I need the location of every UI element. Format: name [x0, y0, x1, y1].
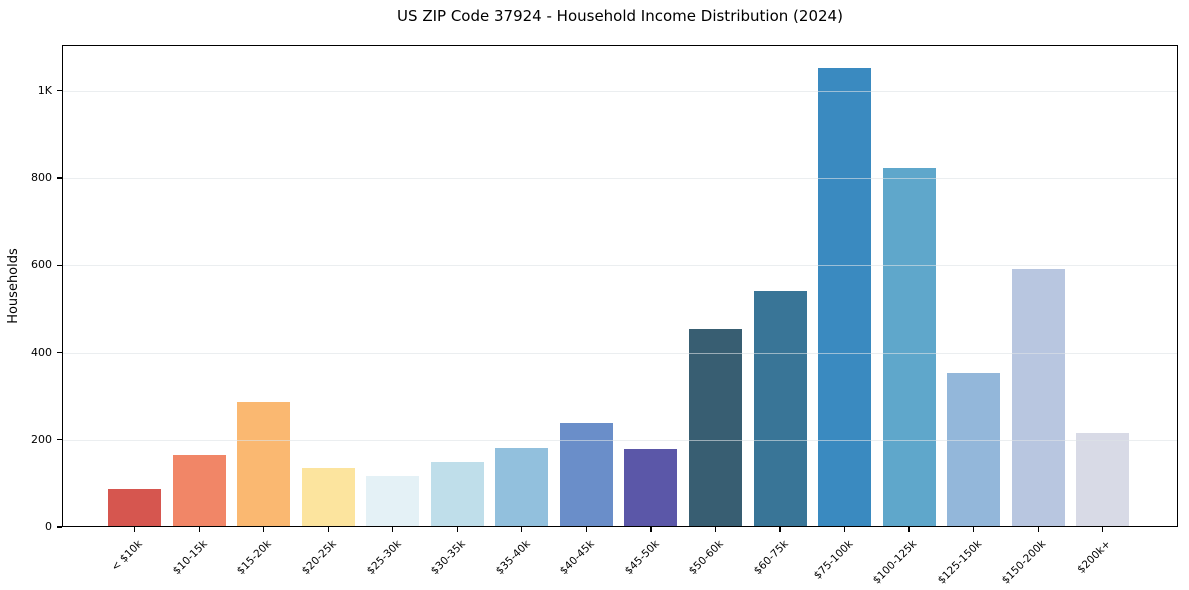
- y-tick-label: 400: [31, 345, 52, 359]
- gridline: [62, 90, 1178, 92]
- x-tick-label: $75-100k: [811, 538, 856, 582]
- gridline: [62, 178, 1178, 180]
- bar: [430, 462, 484, 527]
- bar: [1011, 268, 1065, 527]
- y-tick-mark: [57, 351, 62, 354]
- x-tick-label: $200k+: [1075, 538, 1114, 576]
- x-tick-mark: [392, 527, 394, 532]
- x-tick-mark: [1037, 527, 1039, 532]
- bar: [818, 67, 872, 527]
- chart-title: US ZIP Code 37924 - Household Income Dis…: [397, 7, 843, 25]
- x-tick-label: $60-75k: [751, 538, 791, 578]
- x-tick-label: $150-200k: [1000, 538, 1049, 587]
- x-tick-label: $10-15k: [170, 538, 210, 578]
- x-tick-label: $20-25k: [299, 538, 339, 578]
- x-tick-label: $15-20k: [235, 538, 275, 578]
- y-tick-mark: [57, 177, 62, 179]
- x-tick-mark: [714, 527, 717, 532]
- x-tick-label: $35-40k: [493, 538, 533, 578]
- y-tick-mark: [57, 439, 62, 441]
- y-tick-label: 200: [31, 432, 52, 446]
- x-tick-mark: [1102, 527, 1104, 532]
- x-tick-mark: [908, 527, 910, 532]
- x-tick-label: $100-125k: [871, 538, 920, 587]
- x-tick-mark: [456, 527, 458, 532]
- y-tick-label: 0: [45, 520, 52, 533]
- x-tick-mark: [585, 527, 587, 532]
- x-tick-mark: [843, 527, 846, 532]
- bar: [301, 468, 355, 527]
- x-tick-label: $30-35k: [428, 538, 468, 578]
- y-tick-label: 1K: [37, 83, 52, 97]
- bar: [947, 372, 1001, 527]
- bar: [495, 448, 549, 527]
- gridline: [62, 265, 1178, 267]
- x-tick-label: $25-30k: [364, 538, 404, 578]
- x-tick-mark: [972, 527, 975, 532]
- y-tick-label: 600: [31, 258, 52, 272]
- bar: [237, 401, 291, 527]
- x-tick-label: < $10k: [109, 538, 146, 574]
- bar: [882, 167, 936, 527]
- x-tick-mark: [521, 527, 523, 532]
- x-tick-label: $40-45k: [557, 538, 597, 578]
- plot-frame: [62, 45, 1178, 527]
- x-tick-mark: [134, 527, 136, 532]
- bar: [559, 422, 613, 527]
- x-tick-mark: [779, 527, 781, 532]
- x-tick-mark: [327, 527, 329, 532]
- bar: [624, 449, 678, 527]
- x-tick-label: $50-60k: [686, 538, 726, 578]
- x-tick-mark: [650, 527, 652, 532]
- plot-area: [62, 45, 1178, 527]
- bar: [172, 455, 226, 527]
- y-tick-mark: [57, 264, 62, 266]
- x-tick-label: $125-150k: [935, 538, 985, 587]
- gridline: [62, 352, 1178, 354]
- y-tick-mark: [57, 90, 62, 92]
- bar: [1076, 433, 1130, 527]
- gridline: [62, 439, 1178, 441]
- bar: [108, 488, 162, 527]
- x-tick-label: $45-50k: [622, 538, 662, 578]
- bar: [688, 328, 742, 527]
- x-tick-mark: [198, 527, 200, 532]
- bar: [366, 475, 420, 527]
- y-axis-label: Households: [6, 248, 21, 324]
- x-tick-mark: [263, 527, 265, 532]
- y-tick-mark: [57, 526, 62, 528]
- y-tick-label: 800: [31, 171, 52, 185]
- bar: [753, 291, 807, 527]
